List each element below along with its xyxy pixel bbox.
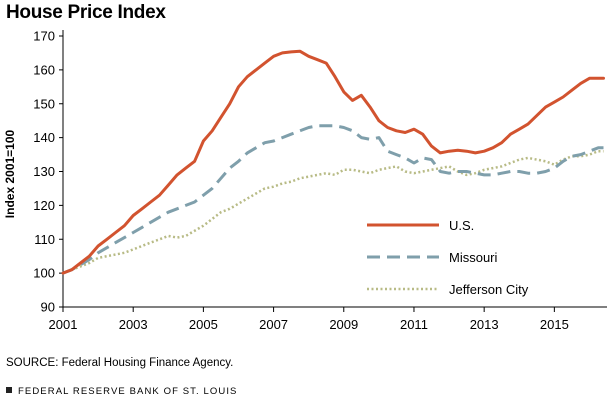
- x-tick-label: 2001: [49, 317, 78, 332]
- legend-label: Missouri: [449, 250, 498, 265]
- y-tick-label: 150: [33, 96, 55, 111]
- x-tick-label: 2009: [329, 317, 358, 332]
- y-tick-label: 110: [34, 232, 55, 247]
- y-tick-label: 160: [33, 62, 55, 77]
- legend-label: Jefferson City: [449, 282, 529, 297]
- footer: FEDERAL RESERVE BANK OF ST. LOUIS: [6, 386, 238, 397]
- x-tick-label: 2005: [189, 317, 218, 332]
- series-line-jefferson-city: [62, 149, 604, 275]
- x-tick-label: 2007: [259, 317, 288, 332]
- x-tick-label: 2011: [400, 317, 428, 332]
- footer-square-icon: [6, 387, 12, 393]
- series-line-missouri: [62, 124, 604, 275]
- legend-label: U.S.: [449, 218, 474, 233]
- line-chart: Index 2001=100 90 100 110 120 130 140 150 160 17…: [3, 29, 607, 332]
- source-note: SOURCE: Federal Housing Finance Agency.: [6, 357, 234, 369]
- y-tick-label: 130: [33, 164, 55, 179]
- footer-text: FEDERAL RESERVE BANK OF ST. LOUIS: [18, 386, 238, 397]
- series-layer: [61, 49, 605, 275]
- y-tick-label: 120: [33, 198, 55, 213]
- y-tick-label: 90: [41, 300, 55, 315]
- x-tick-label: 2013: [470, 317, 499, 332]
- y-tick-label: 140: [33, 130, 55, 145]
- x-tick-label: 2003: [119, 317, 148, 332]
- x-tick-label: 2015: [540, 317, 569, 332]
- y-axis-label-group: Index 2001=100: [3, 129, 17, 218]
- chart-title: House Price Index: [6, 2, 166, 23]
- y-axis-label: Index 2001=100: [3, 129, 17, 218]
- axes: 90 100 110 120 130 140 150 160 170 2001 2003 2005 20…: [33, 29, 607, 332]
- y-tick-label: 170: [33, 29, 55, 44]
- legend: U.S. Missouri Jefferson City: [367, 218, 529, 297]
- series-line-u-s-: [61, 49, 605, 275]
- y-tick-label: 100: [33, 266, 55, 281]
